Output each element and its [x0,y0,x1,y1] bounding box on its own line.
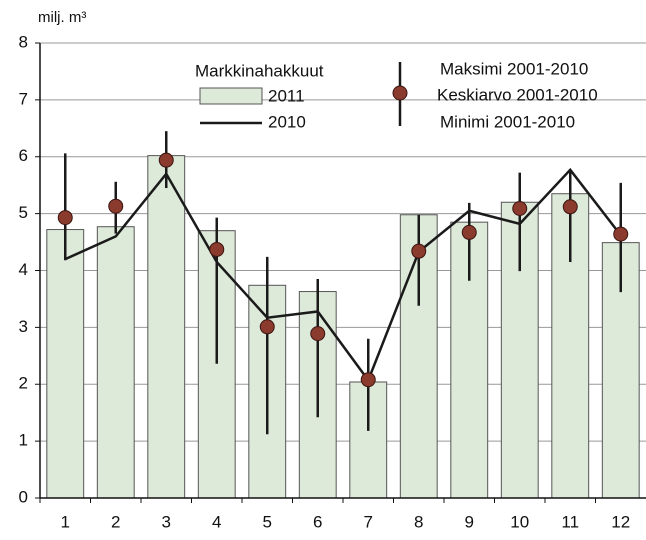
y-tick-label: 4 [19,260,28,279]
legend-title: Markkinahakkuut [195,61,324,80]
mean-point [259,319,275,335]
x-tick-label: 11 [561,512,579,531]
bar [147,155,186,499]
y-tick-label: 1 [19,431,28,450]
mean-point [562,199,578,215]
line [64,167,622,383]
mean-point [613,226,629,242]
x-tick-label: 2 [111,512,120,531]
mean-point [461,224,477,240]
mean-point [108,198,124,214]
legend-swatch [392,85,408,101]
x-tick-label: 1 [61,512,70,531]
bar [96,226,135,499]
mean-point [360,372,376,388]
x-tick-label: 10 [510,512,529,531]
legend-label: 2011 [268,86,305,105]
x-tick-label: 9 [465,512,474,531]
mean-point [411,243,427,259]
y-tick-label: 3 [19,317,28,336]
mean-point [158,152,174,168]
x-tick-label: 12 [611,512,630,531]
legend-label: 2010 [268,112,306,131]
x-tick-label: 3 [162,512,171,531]
mean-point [512,201,528,217]
legend-label: Minimi 2001-2010 [440,112,575,131]
y-tick-label: 5 [19,203,28,222]
x-tick-label: 6 [313,512,322,531]
y-tick-label: 8 [19,32,28,51]
legend-label: Maksimi 2001-2010 [440,59,588,78]
mean-point [57,210,73,226]
y-tick-label: 6 [19,146,28,165]
y-tick-label: 7 [19,89,28,108]
x-tick-label: 7 [364,512,373,531]
mean-point [310,326,326,342]
x-tick-label: 5 [263,512,272,531]
y-tick-label: 2 [19,374,28,393]
y-tick-label: 0 [19,487,28,506]
x-tick-label: 4 [212,512,221,531]
mean-point [209,241,225,257]
legend-label: Keskiarvo 2001-2010 [437,85,598,104]
x-tick-label: 8 [414,512,423,531]
legend-swatch [199,87,263,105]
y-axis-label: milj. m³ [38,9,86,26]
bar [46,229,85,499]
